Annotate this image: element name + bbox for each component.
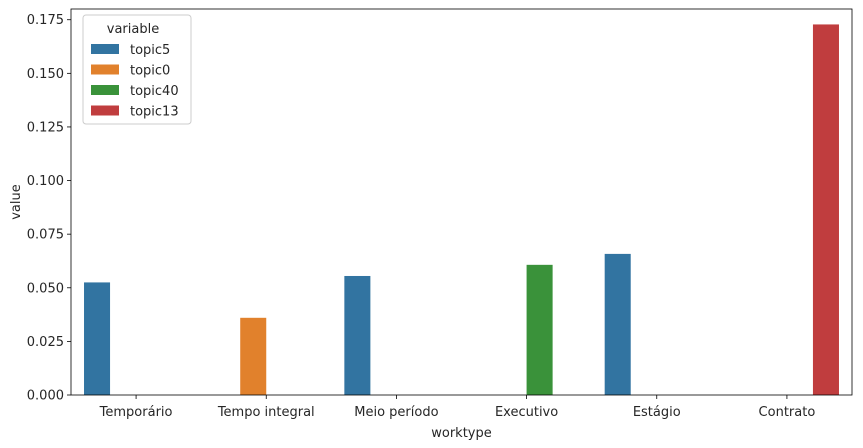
y-tick-label: 0.100 (27, 174, 64, 189)
y-tick-label: 0.000 (27, 389, 64, 404)
x-tick-label: Contrato (759, 405, 816, 420)
legend-label-topic0: topic0 (130, 64, 170, 79)
legend-title: variable (107, 22, 159, 37)
plot-frame (70, 8, 853, 396)
y-tick-label: 0.050 (27, 281, 64, 296)
y-tick-label: 0.150 (27, 67, 64, 82)
bar-topic5-1 (84, 282, 111, 395)
legend-swatch-topic5 (91, 44, 119, 54)
legend-label-topic40: topic40 (130, 84, 179, 99)
legend-box (82, 14, 192, 125)
y-axis: 0.000 0.025 0.050 0.075 0.100 0.125 0.150 0.175 (27, 13, 71, 404)
legend-swatch-topic13 (91, 105, 119, 116)
bar-topic5-5 (604, 253, 631, 395)
legend: variable topic5 topic0 topic40 topic13 (82, 14, 192, 125)
legend-label-topic13: topic13 (130, 105, 179, 120)
legend-label-topic5: topic5 (130, 43, 170, 58)
x-tick-label: Estágio (633, 405, 681, 420)
x-tick-label: Meio período (354, 405, 438, 420)
x-axis-title: worktype (431, 426, 492, 441)
x-tick-label: Tempo integral (217, 405, 315, 420)
legend-swatch-topic40 (91, 85, 119, 95)
x-axis: Temporário Tempo integral Meio período Exec… (99, 395, 816, 420)
y-tick-label: 0.025 (27, 335, 64, 350)
x-tick-label: Temporário (99, 405, 173, 420)
bar-topic40-4 (526, 264, 553, 395)
bar-topic13-6 (812, 24, 839, 395)
y-tick-label: 0.075 (27, 228, 64, 243)
x-tick-label: Executivo (495, 405, 558, 420)
y-axis-title: value (9, 184, 24, 220)
y-tick-label: 0.175 (27, 13, 64, 28)
bar-topic0-2 (240, 317, 267, 395)
bar-topic5-3 (344, 275, 371, 395)
bars-layer (84, 24, 839, 395)
y-tick-label: 0.125 (27, 120, 64, 135)
legend-swatch-topic0 (91, 64, 119, 75)
